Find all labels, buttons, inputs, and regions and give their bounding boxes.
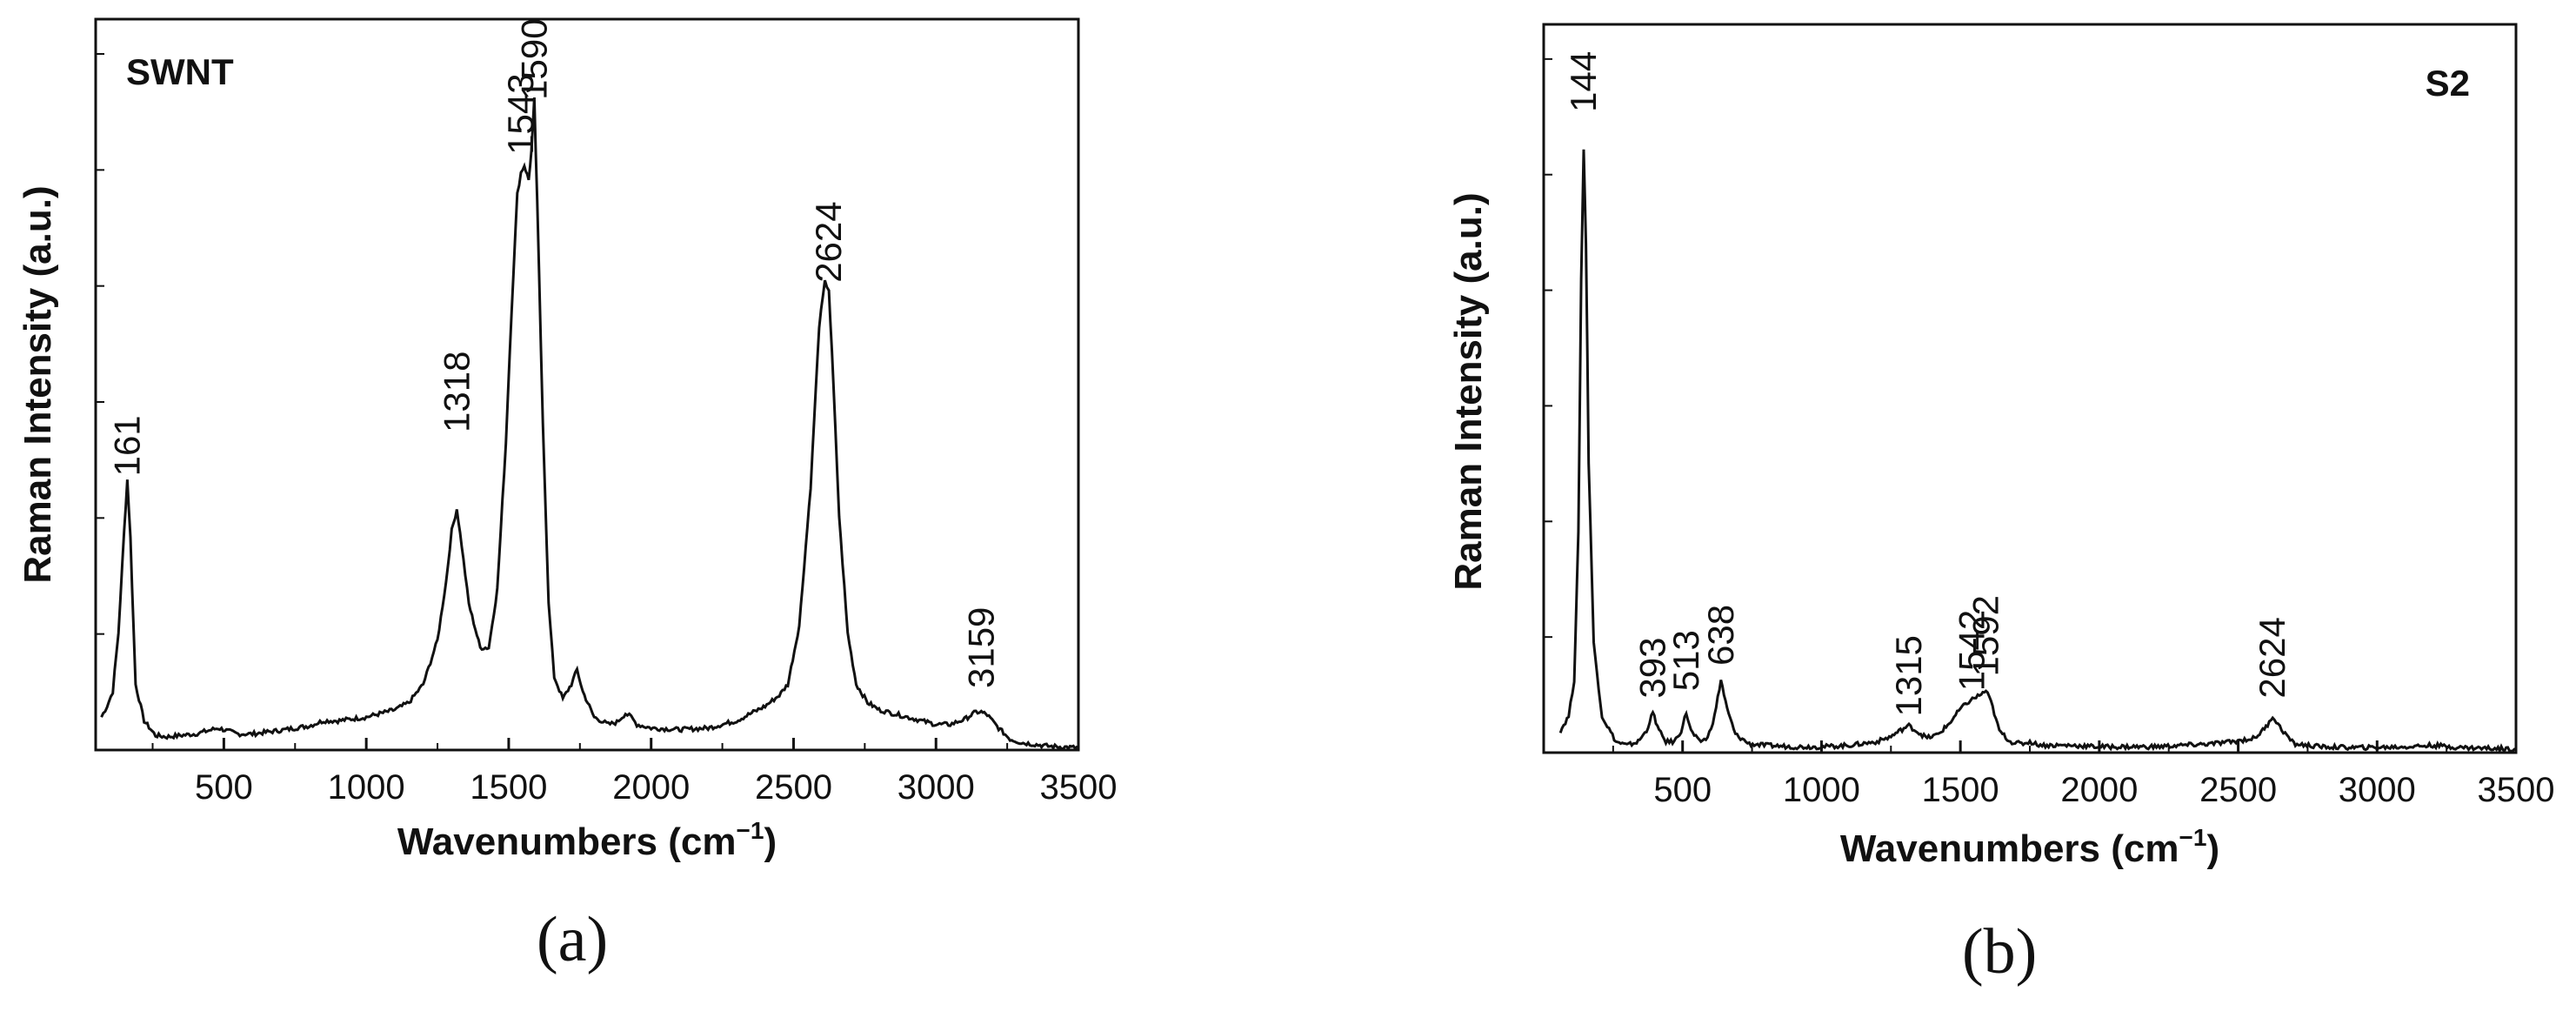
chart-a-x-ticks	[151, 738, 1080, 750]
chart-b-peak-label-1592: 1592	[1965, 595, 2006, 676]
chart-b-peak-label-513: 513	[1665, 630, 1706, 691]
chart-a-x-tick-label-3000: 3000	[898, 768, 975, 807]
chart-b-x-tick-label-2500: 2500	[2199, 771, 2277, 809]
chart-a-x-tick-label-2500: 2500	[755, 768, 832, 807]
chart-b-x-tick-labels: 500 1000 1500 2000 2500 3000 3500	[1653, 771, 2554, 809]
chart-b-peak-label-2624: 2624	[2252, 617, 2292, 698]
chart-a-x-tick-label-500: 500	[195, 768, 253, 807]
chart-a-y-ticks	[96, 53, 104, 635]
chart-a-swnt: 500 1000 1500 2000 2500 3000 3500 161 1318 15431…	[17, 17, 1117, 863]
chart-b-x-tick-label-2000: 2000	[2060, 771, 2138, 809]
chart-b-x-tick-label-3500: 3500	[2478, 771, 2555, 809]
panel-label-b: (b)	[1962, 916, 2038, 988]
chart-b-y-ticks	[1544, 57, 1552, 639]
chart-a-title: SWNT	[126, 51, 234, 92]
chart-a-series-line	[100, 97, 1079, 751]
panel-label-a: (a)	[537, 904, 609, 975]
chart-a-peak-label-2624: 2624	[808, 201, 849, 282]
chart-b-x-tick-label-3000: 3000	[2339, 771, 2416, 809]
chart-a-peak-label-1318: 1318	[436, 352, 477, 432]
chart-a-peak-label-161: 161	[106, 415, 147, 476]
chart-a-peak-label-1543: 1543	[500, 73, 541, 154]
chart-a-x-tick-label-2000: 2000	[612, 768, 690, 807]
chart-b-s2: 500 1000 1500 2000 2500 3000 3500 144 393513638…	[1447, 23, 2554, 870]
chart-a-peak-label-3159: 3159	[960, 607, 1001, 688]
chart-a-y-axis-label: Raman Intensity (a.u.)	[17, 185, 59, 583]
chart-b-peak-label-393: 393	[1632, 638, 1673, 699]
chart-b-title: S2	[2426, 63, 2470, 104]
chart-b-x-axis-label: Wavenumbers (cm−1)	[1840, 824, 2219, 870]
chart-b-x-tick-label-500: 500	[1653, 771, 1712, 809]
chart-b-series-line	[1558, 149, 2517, 754]
chart-b-x-tick-label-1500: 1500	[1922, 771, 1999, 809]
chart-a-plot-frame	[94, 17, 1080, 752]
chart-b-y-axis-label: Raman Intensity (a.u.)	[1447, 192, 1490, 590]
chart-a-x-tick-label-1000: 1000	[328, 768, 405, 807]
chart-b-peak-label-1315: 1315	[1888, 635, 1929, 716]
chart-a-x-tick-labels: 500 1000 1500 2000 2500 3000 3500	[195, 768, 1117, 807]
chart-a-x-axis-label: Wavenumbers (cm−1)	[397, 817, 777, 863]
chart-b-peak-label-144: 144	[1563, 51, 1604, 112]
chart-a-peak-label-1590: 1590	[513, 18, 554, 99]
chart-b-peak-label-638: 638	[1700, 605, 1741, 666]
chart-a-x-tick-label-1500: 1500	[470, 768, 547, 807]
chart-a-x-tick-label-3500: 3500	[1040, 768, 1118, 807]
chart-b-x-tick-label-1000: 1000	[1783, 771, 1860, 809]
chart-b-peak-label-1542: 1542	[1952, 610, 1992, 691]
